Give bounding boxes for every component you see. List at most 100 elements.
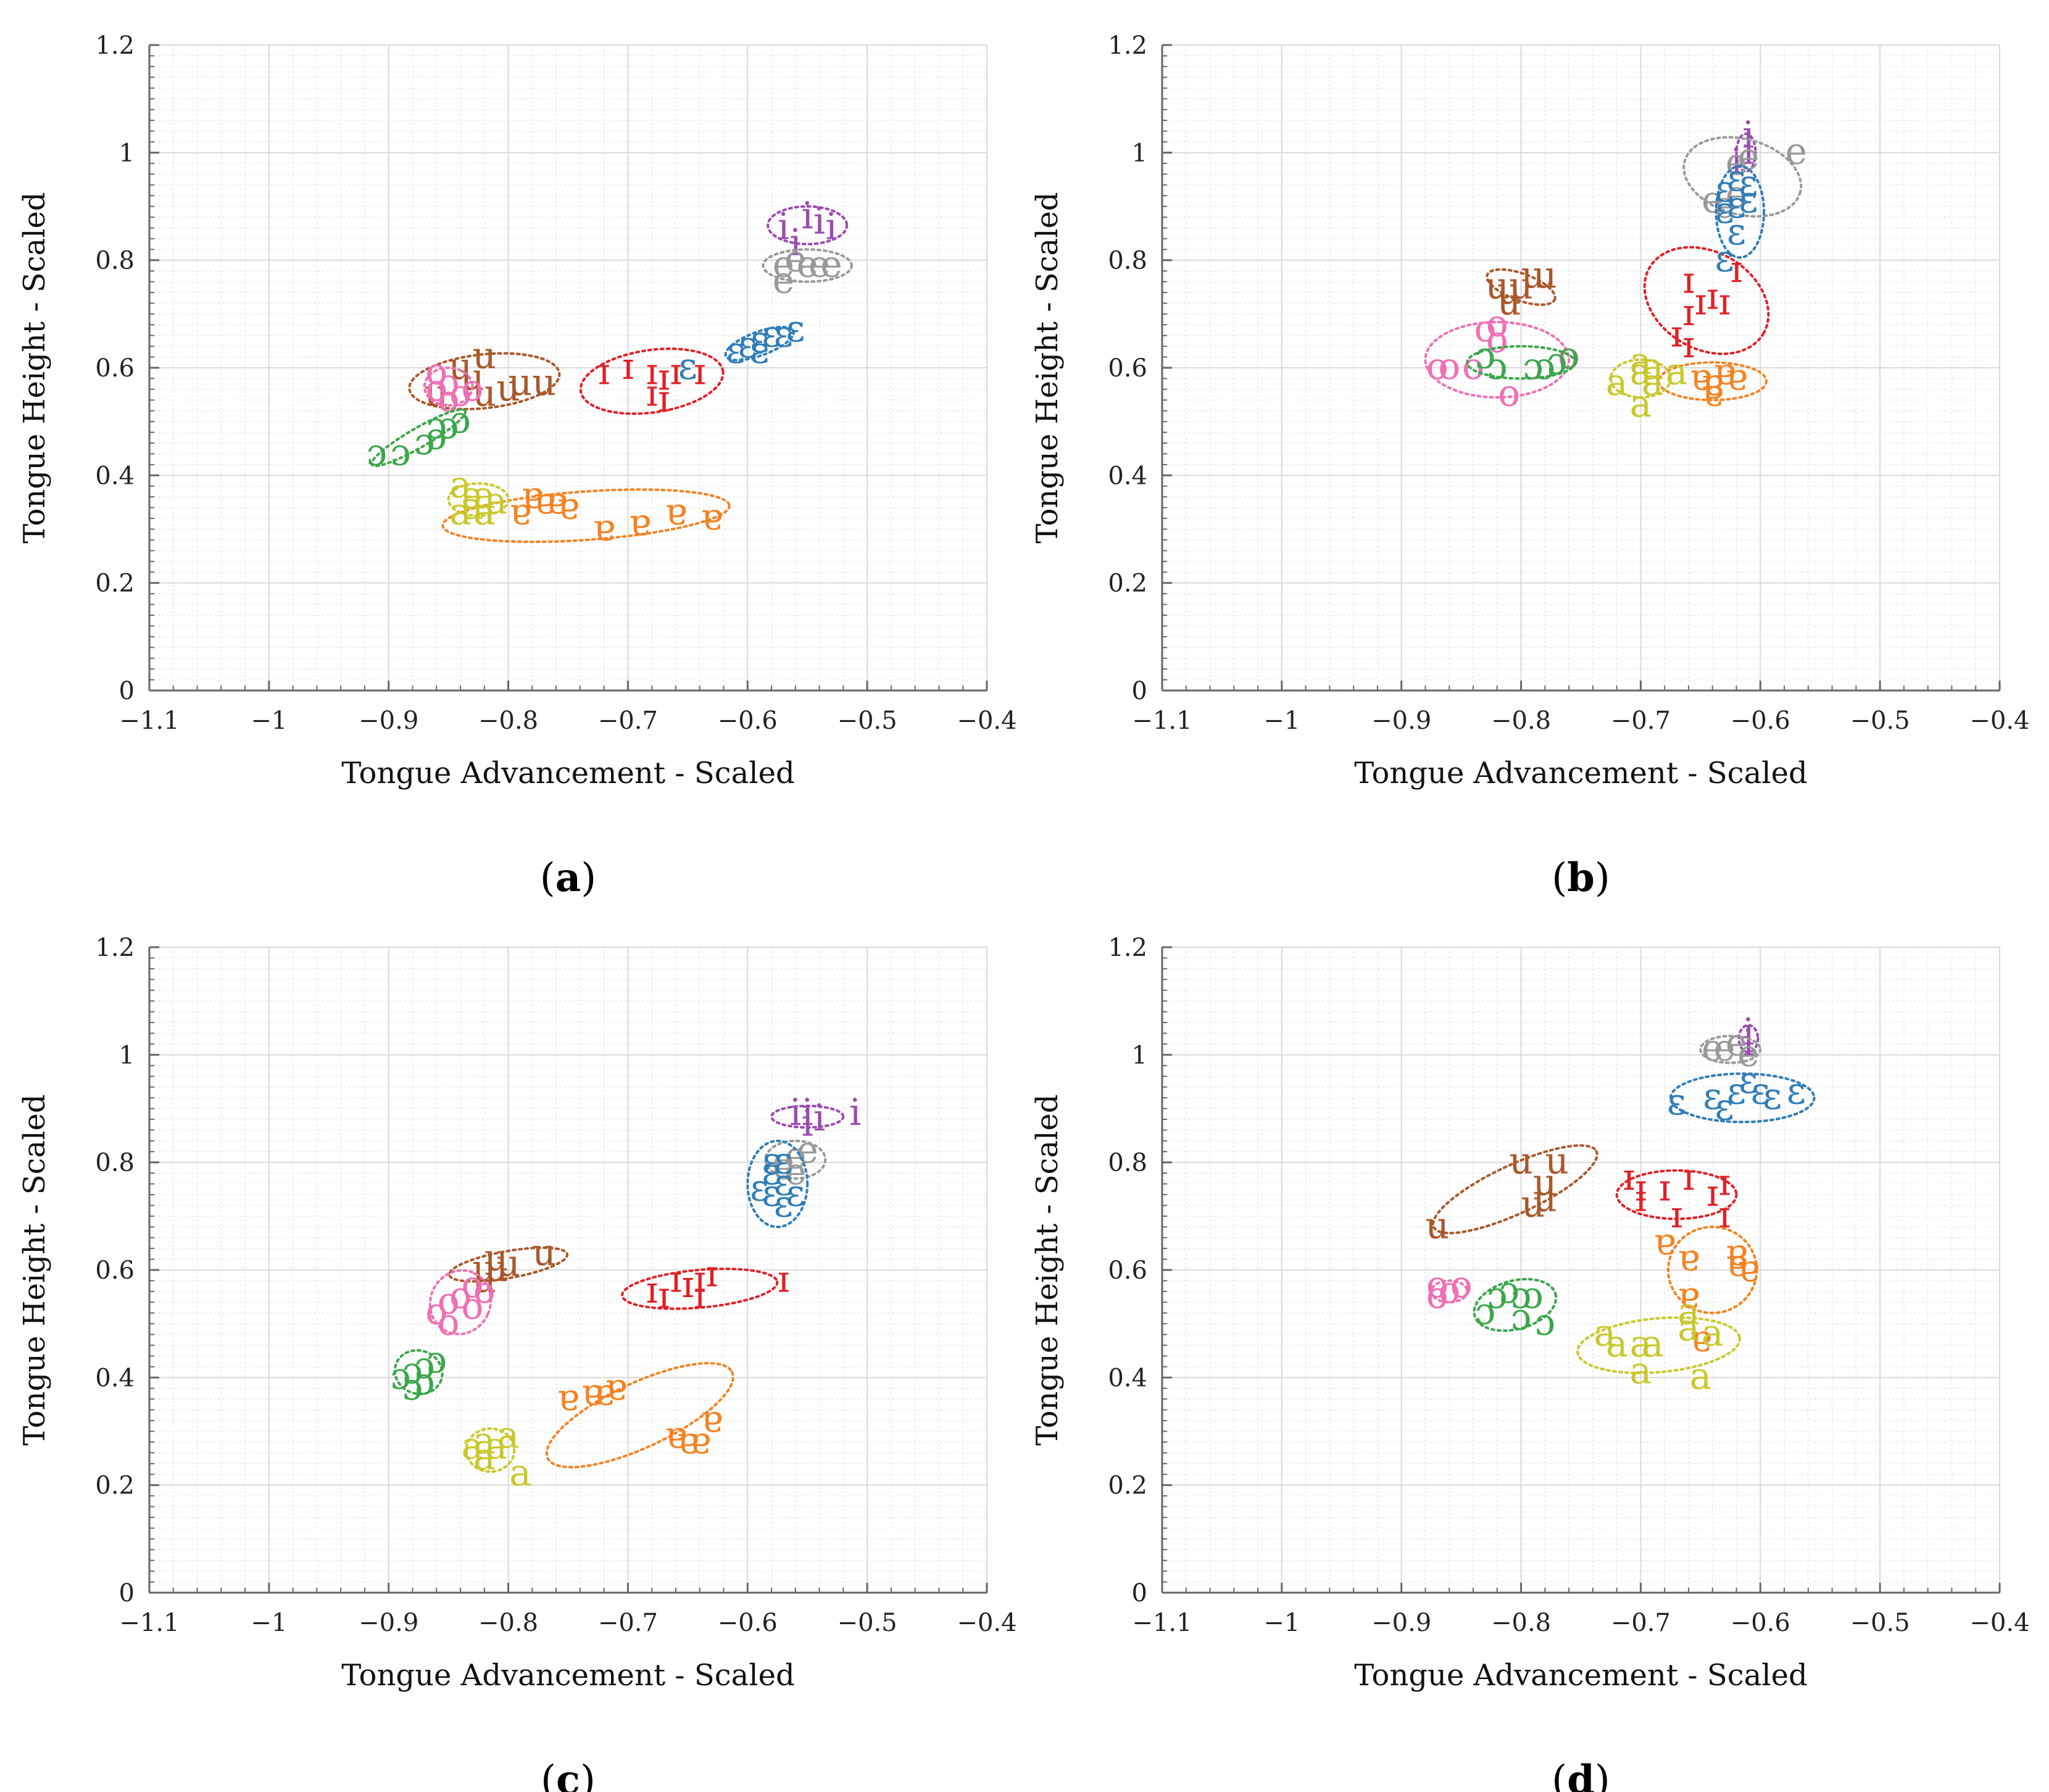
vowel-point: ɐ [1689,1317,1711,1360]
vowel-point: o [1426,1263,1448,1306]
vowel-point: ɔ [367,431,388,474]
y-axis-title: Tongue Height - Scaled [17,1094,52,1446]
vowel-point: ɪ [778,1258,789,1301]
x-axis-title: Tongue Advancement - Scaled [1354,1658,1807,1693]
cluster-ellipse [428,1269,493,1335]
y-tick-label: 0 [1132,1579,1147,1607]
vowel-point: u [484,1247,509,1290]
vowel-point: o [461,367,483,410]
vowel-point: o [1558,334,1580,378]
x-tick-label: −0.7 [598,1609,658,1637]
vowel-point: e [784,1134,807,1177]
vowel-point: a [1630,351,1652,394]
panel-label: (a) [540,855,596,901]
vowel-point: o [1426,345,1448,388]
vowel-point: a [485,479,507,523]
x-tick-label: −0.8 [478,707,538,735]
vowel-point: i [825,205,837,248]
vowel-point: u [509,361,533,404]
vowel-point: i [813,200,825,243]
x-tick-label: −0.6 [1731,707,1790,735]
vowel-point: ɔ [402,1350,423,1393]
vowel-point: u [1521,254,1545,297]
y-tick-label: 0.4 [1108,462,1147,490]
vowel-point: i [802,1091,813,1134]
vowel-point: ɐ [1702,372,1724,415]
cluster-ellipse [1699,1034,1762,1064]
vowel-point: e [773,1145,795,1188]
vowel-point: e [1737,135,1760,178]
vowel-point: ɪ [1682,1156,1694,1199]
vowel-point: ɐ [689,1419,711,1462]
vowel-point: o [461,1285,483,1328]
vowel-point: i [802,1102,813,1145]
vowel-point: ɔ [390,431,411,474]
vowel-point: ɐ [1677,1274,1700,1317]
cluster-ellipse [447,482,510,517]
y-tick-label: 0.2 [1108,570,1147,598]
y-tick-label: 0.2 [95,570,135,598]
vowel-point: ɔ [1523,345,1544,388]
x-tick-label: −0.9 [359,707,418,735]
cluster-ellipse [1430,1279,1469,1304]
vowel-point: u [1533,254,1557,297]
x-tick-label: −0.5 [1850,707,1910,735]
cluster-ellipse [746,1139,809,1229]
vowel-point: ɐ [1677,1237,1700,1280]
vowel-point: ɐ [665,1414,687,1457]
vowel-point: ɐ [593,1371,615,1414]
vowel-point: ɔ [414,1360,435,1403]
vowel-point: ɪ [1719,280,1731,323]
vowel-point: a [1677,1290,1700,1334]
y-tick-label: 0.8 [95,247,135,275]
cluster-ellipse [770,1105,845,1129]
vowel-point: a [473,474,496,517]
vowel-point: ɪ [706,1253,718,1296]
vowel-point: e [773,259,795,302]
cluster-ellipse [448,1247,569,1283]
x-tick-label: −1.1 [1132,707,1192,735]
vowel-point: a [1630,339,1652,383]
vowel-point: ɪ [622,345,634,388]
vowel-point: e [1726,1021,1748,1064]
vowel-point: ɛ [774,313,793,356]
vowel-point: u [532,1231,556,1274]
cluster-ellipse [1643,246,1770,355]
y-tick-label: 1.2 [1108,934,1147,962]
vowel-point: ɛ [1703,1075,1722,1118]
y-tick-label: 1 [1132,139,1147,167]
cluster-ellipse [441,488,731,544]
vowel-point: ɔ [426,415,447,458]
x-tick-label: −0.4 [957,1609,1016,1637]
cluster-ellipse [1669,1072,1816,1124]
chart-panel-d: −1.1 −1 −0.9 −0.8 −0.7 −0.6 −0.5 −0.4 0 0.2 0.4 0.6… [1030,934,2030,1792]
vowel-point: ɛ [1787,1069,1806,1113]
y-tick-label: 0.8 [1108,247,1147,275]
cluster-ellipse [764,1139,827,1180]
vowel-point: u [496,1242,520,1285]
series-i_lax: ɪ ɪɪ ɪɪɪ ɪ ɪɪ [1615,1156,1738,1237]
y-tick-label: 1.2 [95,934,135,962]
vowel-point: ɛ [750,329,769,372]
vowel-point: i [1742,1021,1754,1064]
vowel-point: ɛ [750,318,769,361]
cluster-ellipse [579,347,725,415]
vowel-point: a [1677,1306,1700,1350]
vowel-point: ɪ [1695,280,1706,323]
x-tick-label: −0.6 [1731,1609,1790,1637]
cluster-ellipse [1576,1316,1741,1374]
vowel-point: a [462,1425,484,1468]
x-tick-label: −0.5 [837,707,897,735]
vowel-point: a [1642,361,1664,404]
vowel-point: i [1742,114,1754,157]
